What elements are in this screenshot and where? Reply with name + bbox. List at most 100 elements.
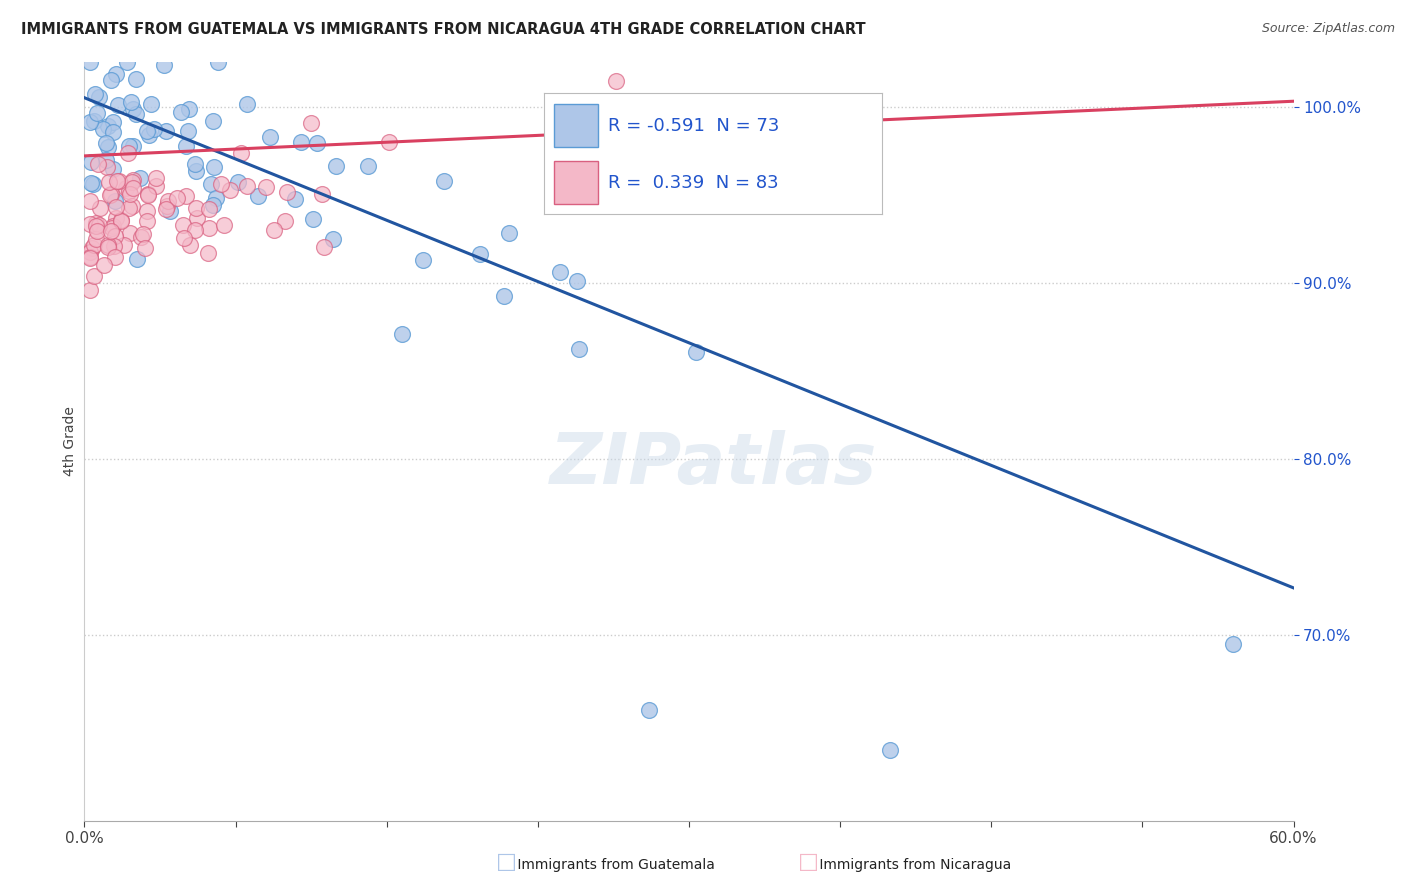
- Point: [121, 174, 143, 188]
- Point: [79, 283, 101, 297]
- Point: [290, 135, 312, 149]
- Point: [124, 107, 146, 121]
- Point: [468, 247, 491, 261]
- Point: [121, 198, 143, 212]
- Point: [548, 265, 571, 279]
- Point: [274, 214, 297, 228]
- Point: [93, 258, 115, 272]
- Point: [145, 170, 167, 185]
- Point: [200, 177, 222, 191]
- Point: [83, 268, 105, 283]
- Point: [302, 211, 325, 226]
- Point: [94, 136, 117, 151]
- Point: [156, 199, 179, 213]
- Point: [100, 73, 122, 87]
- Point: [226, 175, 249, 189]
- Point: [79, 251, 101, 265]
- Point: [174, 139, 197, 153]
- Point: [131, 227, 153, 241]
- Point: [80, 176, 103, 190]
- Point: [100, 187, 122, 202]
- Point: [104, 194, 127, 209]
- Point: [97, 140, 120, 154]
- Point: [174, 188, 197, 202]
- Point: [84, 232, 107, 246]
- Point: [103, 229, 125, 244]
- Point: [135, 124, 157, 138]
- Point: [80, 241, 103, 255]
- Point: [136, 188, 159, 202]
- Point: [357, 159, 380, 173]
- Point: [145, 178, 167, 193]
- Text: ZIPatlas: ZIPatlas: [550, 430, 877, 499]
- Point: [202, 113, 225, 128]
- Point: [276, 186, 298, 200]
- Point: [101, 162, 124, 177]
- Point: [186, 211, 208, 226]
- Point: [103, 239, 125, 253]
- Point: [412, 253, 434, 268]
- Point: [110, 214, 132, 228]
- Point: [637, 702, 659, 716]
- Point: [284, 192, 307, 206]
- Point: [605, 74, 627, 88]
- Point: [254, 180, 277, 194]
- Point: [112, 237, 135, 252]
- Point: [101, 219, 124, 234]
- Point: [198, 221, 221, 235]
- Text: □: □: [799, 853, 818, 872]
- Point: [117, 146, 139, 161]
- Text: Source: ZipAtlas.com: Source: ZipAtlas.com: [1261, 22, 1395, 36]
- Point: [110, 212, 132, 227]
- Point: [118, 226, 141, 240]
- Point: [128, 170, 150, 185]
- Point: [433, 174, 456, 188]
- Point: [263, 223, 285, 237]
- Point: [172, 218, 194, 232]
- Point: [97, 239, 120, 253]
- Point: [179, 102, 201, 116]
- Point: [299, 116, 322, 130]
- Point: [79, 251, 101, 265]
- Point: [492, 288, 515, 302]
- Text: Immigrants from Guatemala: Immigrants from Guatemala: [513, 858, 716, 872]
- Point: [247, 189, 270, 203]
- Point: [139, 97, 162, 112]
- Point: [105, 174, 128, 188]
- Point: [685, 344, 707, 359]
- Point: [184, 223, 207, 237]
- Point: [80, 155, 103, 169]
- Point: [142, 122, 165, 136]
- Point: [498, 226, 520, 240]
- Point: [120, 95, 142, 109]
- Point: [879, 743, 901, 757]
- Point: [202, 160, 225, 174]
- Point: [1222, 637, 1244, 651]
- Point: [259, 129, 281, 144]
- Point: [129, 229, 152, 244]
- Y-axis label: 4th Grade: 4th Grade: [63, 407, 77, 476]
- Point: [117, 201, 139, 215]
- Point: [97, 175, 120, 189]
- Point: [197, 245, 219, 260]
- Text: □: □: [496, 853, 516, 872]
- Point: [79, 114, 101, 128]
- Point: [136, 187, 159, 202]
- Point: [96, 160, 118, 174]
- Point: [173, 230, 195, 244]
- Point: [84, 87, 107, 102]
- Point: [122, 138, 145, 153]
- Point: [79, 245, 101, 260]
- Point: [84, 219, 107, 233]
- Text: Immigrants from Nicaragua: Immigrants from Nicaragua: [815, 858, 1012, 872]
- Point: [79, 194, 101, 208]
- Point: [134, 241, 156, 255]
- Point: [105, 211, 128, 225]
- Point: [86, 224, 108, 238]
- Point: [86, 157, 108, 171]
- Point: [138, 128, 160, 143]
- Point: [568, 342, 591, 356]
- Point: [198, 202, 221, 216]
- Point: [120, 186, 142, 201]
- Point: [87, 90, 110, 104]
